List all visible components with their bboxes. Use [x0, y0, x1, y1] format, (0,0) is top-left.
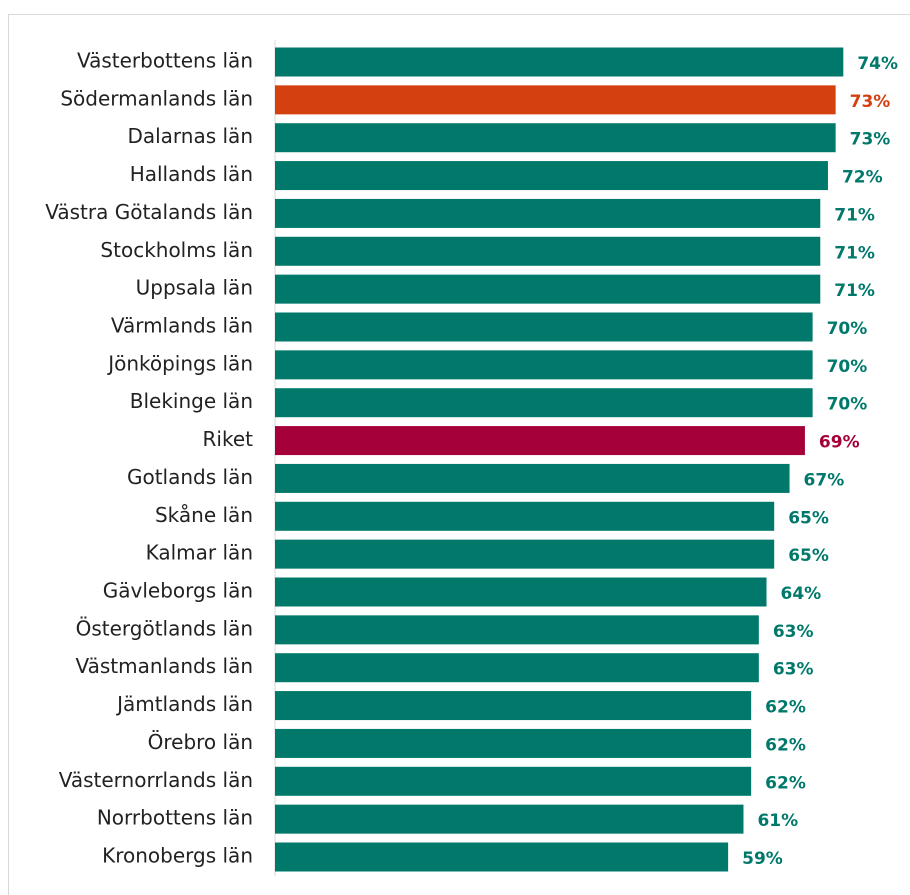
bar [275, 728, 752, 758]
category-label: Västmanlands län [75, 654, 253, 678]
bar [275, 350, 813, 380]
value-label: 67% [804, 470, 845, 490]
bar [275, 198, 821, 228]
value-label: 74% [857, 54, 898, 74]
bar [275, 842, 729, 872]
chart-border [8, 14, 910, 895]
value-label: 65% [788, 508, 829, 528]
category-label: Jönköpings län [106, 351, 253, 375]
category-label: Örebro län [148, 730, 253, 754]
bar [275, 463, 790, 493]
category-label: Västernorrlands län [59, 768, 253, 792]
category-label: Skåne län [155, 503, 253, 527]
value-label: 73% [850, 92, 891, 112]
value-label: 62% [765, 773, 806, 793]
bar [275, 539, 775, 569]
bar [275, 274, 821, 304]
bar [275, 312, 813, 342]
bar [275, 804, 744, 834]
bar [275, 85, 836, 115]
value-label: 70% [827, 395, 868, 415]
value-label: 72% [842, 168, 883, 188]
value-label: 64% [781, 584, 822, 604]
bar [275, 615, 759, 645]
value-label: 62% [765, 698, 806, 718]
category-label: Norrbottens län [97, 806, 253, 830]
value-label: 71% [834, 205, 875, 225]
category-label: Västerbottens län [77, 49, 253, 73]
category-label: Kronobergs län [102, 844, 253, 868]
category-label: Hallands län [130, 162, 253, 186]
bar [275, 577, 767, 607]
bar [275, 426, 805, 456]
category-label: Jämtlands län [115, 692, 253, 716]
category-label: Södermanlands län [60, 86, 253, 110]
category-label: Blekinge län [130, 389, 253, 413]
bar [275, 236, 821, 266]
category-label: Dalarnas län [127, 124, 253, 148]
bar [275, 123, 836, 153]
category-label: Stockholms län [100, 238, 253, 262]
category-label: Gävleborgs län [103, 579, 253, 603]
value-label: 70% [827, 319, 868, 339]
category-label: Kalmar län [146, 541, 253, 565]
category-label: Uppsala län [136, 276, 253, 300]
bar [275, 501, 775, 531]
value-label: 61% [757, 811, 798, 831]
bar [275, 653, 759, 683]
bar [275, 47, 844, 77]
bar [275, 161, 828, 191]
category-label: Västra Götalands län [45, 200, 253, 224]
value-label: 65% [788, 546, 829, 566]
bar [275, 691, 752, 721]
value-label: 71% [834, 243, 875, 263]
value-label: 63% [773, 660, 814, 680]
value-label: 73% [850, 130, 891, 150]
bar [275, 388, 813, 418]
value-label: 62% [765, 735, 806, 755]
value-label: 71% [834, 281, 875, 301]
category-label: Östergötlands län [76, 616, 253, 640]
category-label: Riket [203, 427, 254, 451]
value-label: 69% [819, 433, 860, 453]
bar [275, 766, 752, 796]
value-label: 59% [742, 849, 783, 869]
category-label: Gotlands län [127, 465, 253, 489]
value-label: 63% [773, 622, 814, 642]
category-label: Värmlands län [111, 314, 253, 338]
value-label: 70% [827, 357, 868, 377]
